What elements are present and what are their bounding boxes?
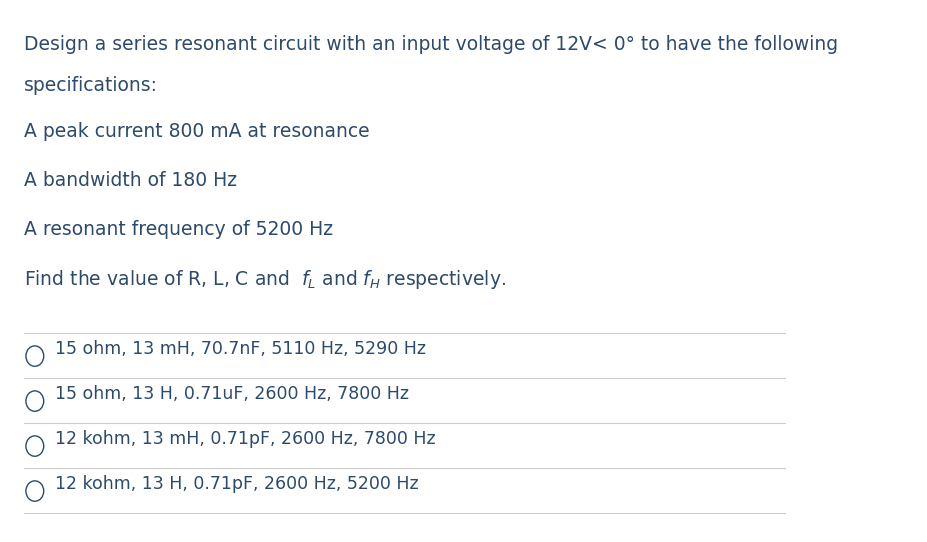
Text: Design a series resonant circuit with an input voltage of 12V< 0° to have the fo: Design a series resonant circuit with an… — [24, 35, 838, 54]
Text: 12 kohm, 13 mH, 0.71pF, 2600 Hz, 7800 Hz: 12 kohm, 13 mH, 0.71pF, 2600 Hz, 7800 Hz — [55, 430, 436, 448]
Text: 12 kohm, 13 H, 0.71pF, 2600 Hz, 5200 Hz: 12 kohm, 13 H, 0.71pF, 2600 Hz, 5200 Hz — [55, 475, 419, 493]
Text: 15 ohm, 13 H, 0.71uF, 2600 Hz, 7800 Hz: 15 ohm, 13 H, 0.71uF, 2600 Hz, 7800 Hz — [55, 385, 409, 403]
Text: A bandwidth of 180 Hz: A bandwidth of 180 Hz — [24, 171, 237, 190]
Text: A resonant frequency of 5200 Hz: A resonant frequency of 5200 Hz — [24, 220, 334, 238]
Text: Find the value of R, L, C and  $f_L$ and $f_H$ respectively.: Find the value of R, L, C and $f_L$ and … — [24, 268, 506, 291]
Text: 15 ohm, 13 mH, 70.7nF, 5110 Hz, 5290 Hz: 15 ohm, 13 mH, 70.7nF, 5110 Hz, 5290 Hz — [55, 340, 426, 358]
Text: specifications:: specifications: — [24, 76, 159, 95]
Text: A peak current 800 mA at resonance: A peak current 800 mA at resonance — [24, 122, 370, 141]
